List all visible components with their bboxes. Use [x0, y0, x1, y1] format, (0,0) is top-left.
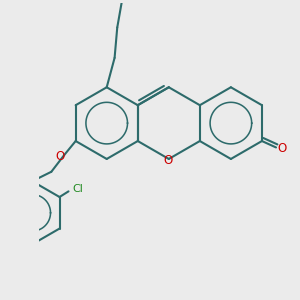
- Text: O: O: [55, 150, 64, 163]
- Text: O: O: [277, 142, 286, 155]
- Text: O: O: [163, 154, 172, 167]
- Text: Cl: Cl: [72, 184, 83, 194]
